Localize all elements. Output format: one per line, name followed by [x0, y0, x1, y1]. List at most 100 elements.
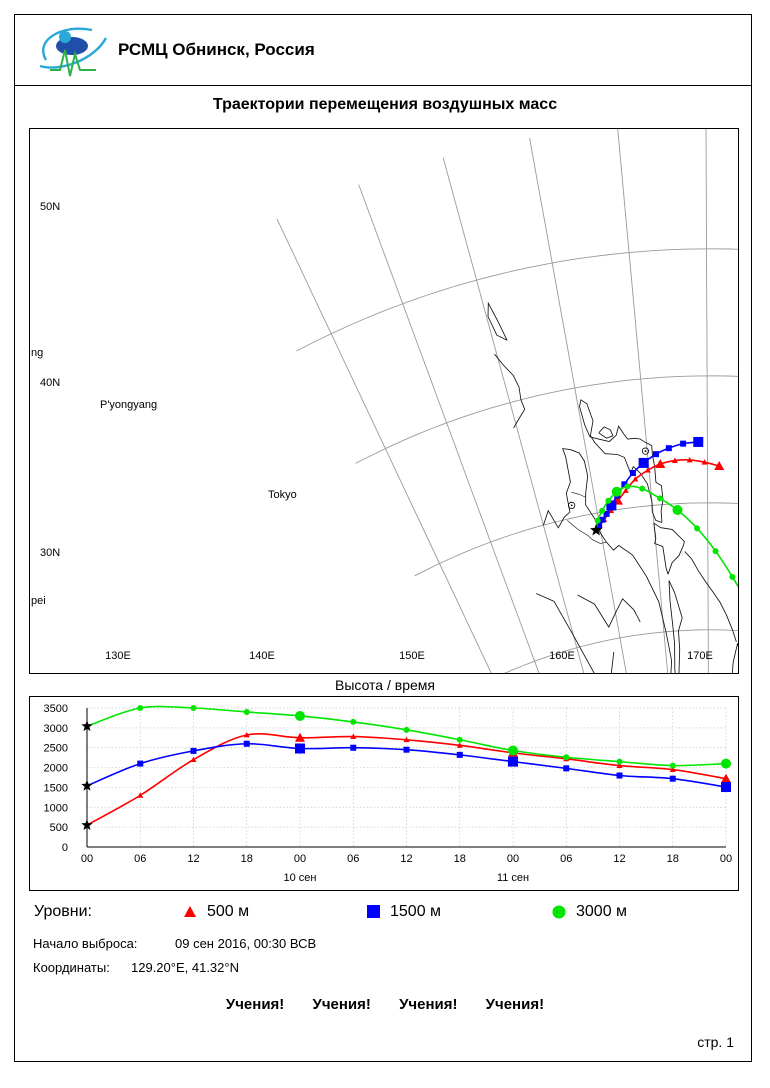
x-tick-label: 12 — [400, 853, 412, 865]
series-point — [721, 773, 731, 783]
x-tick-label: 18 — [241, 853, 253, 865]
coastline — [579, 399, 664, 523]
y-tick-label: 2000 — [44, 763, 68, 775]
meridian-line — [617, 129, 669, 673]
series-start-star-icon — [81, 819, 93, 830]
city-label-pyongyang: P'yongyang — [100, 399, 158, 411]
blue-square-icon — [367, 905, 380, 919]
trajectory-point — [672, 505, 683, 516]
chart-title: Высота / время — [335, 677, 435, 693]
series-point — [350, 733, 357, 739]
trajectory-point — [629, 470, 636, 477]
series-point — [403, 736, 410, 743]
y-tick-label: 2500 — [44, 743, 68, 755]
x-group-label: 10 сен — [284, 872, 317, 884]
watermark-text: Учения! — [225, 996, 285, 1013]
trajectory-point — [611, 486, 622, 497]
meridian-line — [529, 137, 627, 673]
lon-label-150e: 150E — [399, 650, 425, 662]
trajectory-point — [599, 516, 606, 523]
x-tick-label: 00 — [294, 853, 306, 865]
series-point — [403, 726, 410, 733]
series-point — [190, 705, 197, 711]
coastline — [653, 522, 685, 575]
red-triangle-icon — [184, 906, 196, 918]
trajectory-point — [657, 495, 664, 502]
x-tick-label: 12 — [187, 853, 199, 865]
release-point-star-icon — [590, 523, 603, 536]
meridian-line — [442, 157, 585, 673]
trajectory-point — [665, 445, 672, 452]
series-point — [137, 705, 144, 711]
trajectory-point — [712, 548, 719, 555]
trajectory-point — [693, 436, 704, 447]
series-point — [456, 751, 463, 758]
series-point — [721, 758, 731, 769]
y-tick-label: 0 — [62, 842, 68, 854]
parallel-line — [296, 248, 738, 352]
legend-label-3000: 3000 м — [576, 903, 628, 920]
meridian-line — [358, 184, 540, 673]
release-coords-label: Координаты: — [33, 960, 110, 975]
trajectory-point — [621, 481, 628, 488]
trajectory-point — [671, 457, 678, 463]
series-point — [669, 775, 676, 782]
exercise-watermark: Учения! Учения! Учения! Учения! — [0, 996, 770, 1013]
series-point — [243, 732, 250, 738]
trajectory-point — [686, 456, 693, 463]
watermark-text: Учения! — [399, 996, 458, 1013]
organization-name: РСМЦ Обнинск, Россия — [118, 40, 315, 59]
page-title: Траектории перемещения воздушных масс — [212, 96, 558, 113]
trajectory-map: 50N 40N 30N ng pei P'yongyang Tokyo — [29, 128, 739, 674]
series-point — [456, 736, 463, 743]
meridian-line — [721, 129, 739, 674]
x-tick-label: 00 — [507, 853, 519, 865]
trajectory-point — [594, 517, 601, 524]
trajectory-point — [605, 497, 612, 504]
coastline — [487, 301, 508, 341]
legend-item-3000: 3000 м — [552, 903, 627, 921]
trajectory-point — [606, 500, 617, 511]
legend-label-500: 500 м — [207, 903, 250, 920]
trajectory-point — [729, 573, 736, 580]
series-point — [508, 745, 518, 756]
x-tick-label: 00 — [81, 853, 93, 865]
height-time-chart-frame — [29, 696, 739, 891]
lon-label-140e: 140E — [249, 650, 275, 662]
x-tick-label: 18 — [454, 853, 466, 865]
trajectory-point — [622, 487, 629, 493]
series-start-star-icon — [81, 720, 93, 732]
x-tick-label: 12 — [613, 853, 625, 865]
coastline — [542, 448, 738, 673]
lon-label-170e: 170E — [687, 650, 713, 662]
series-point — [190, 756, 197, 763]
trajectory-point — [644, 467, 651, 473]
trajectory-point — [638, 457, 649, 468]
meridian-line — [705, 129, 709, 673]
coastline — [684, 551, 737, 643]
series-point — [295, 710, 305, 721]
legend: Уровни: 500 м 1500 м 3000 м — [30, 903, 740, 925]
trajectory-point — [599, 507, 606, 514]
series-point — [190, 747, 197, 754]
legend-item-500: 500 м — [183, 903, 249, 921]
lat-label-40n: 40N — [40, 377, 61, 389]
trajectory-point — [680, 440, 687, 447]
y-tick-label: 3500 — [44, 703, 68, 715]
series-start-star-icon — [81, 779, 93, 791]
series-point — [243, 708, 250, 715]
parallel-line — [504, 629, 738, 673]
parallel-line — [414, 502, 738, 577]
series-point — [563, 754, 570, 761]
page-frame — [14, 14, 752, 1062]
city-marker-icon — [568, 501, 576, 509]
rsmc-logo-icon — [39, 27, 108, 77]
city-label-tokyo: Tokyo — [268, 489, 297, 501]
city-marker-icon — [641, 447, 650, 455]
series-point — [721, 782, 731, 793]
release-coords: Координаты: 129.20°E, 41.32°N — [33, 960, 239, 975]
series-point — [403, 746, 410, 753]
trajectory-point — [714, 461, 725, 471]
height-time-chart: 0 500 1000 1500 2000 2500 3000 3500 00 06 12 18 00 06… — [44, 703, 733, 884]
meridian-line — [276, 218, 492, 673]
